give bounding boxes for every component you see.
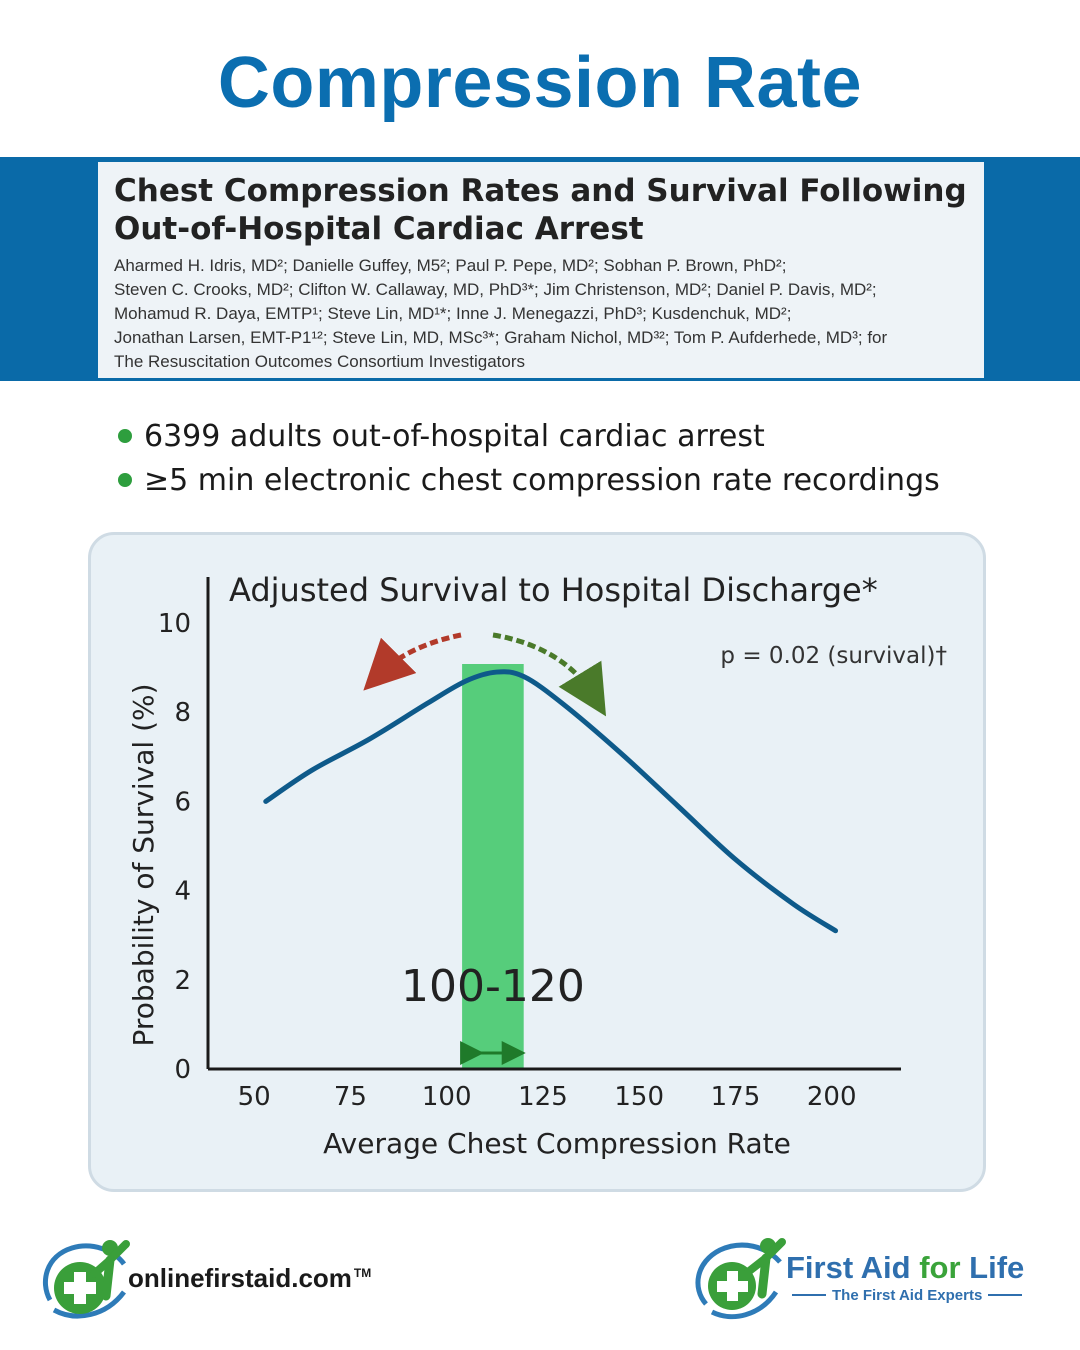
paper-citation-card: Chest Compression Rates and Survival Fol… xyxy=(98,162,984,378)
x-tick-label: 75 xyxy=(334,1082,367,1112)
bullet-dot-icon xyxy=(118,473,132,487)
bullet-item: 6399 adults out-of-hospital cardiac arre… xyxy=(118,414,940,458)
first-aid-for-life-logo-text: First Aid for Life The First Aid Experts xyxy=(786,1249,1025,1304)
y-tick-label: 6 xyxy=(174,787,191,817)
page-title: Compression Rate xyxy=(217,43,863,123)
x-tick-label: 175 xyxy=(711,1082,761,1112)
range-label: 100-120 xyxy=(401,961,585,1012)
highlight-band-100-120 xyxy=(462,664,524,1069)
first-aid-for-life-logo-icon xyxy=(695,1238,786,1320)
y-tick-label: 4 xyxy=(174,877,191,907)
y-tick-label: 2 xyxy=(174,966,191,996)
x-tick-label: 125 xyxy=(518,1082,568,1112)
author-line: The Resuscitation Outcomes Consortium In… xyxy=(114,352,526,371)
author-line: Steven C. Crooks, MD²; Clifton W. Callaw… xyxy=(114,280,877,299)
first-aid-for-life-logo: First Aid for Life The First Aid Experts xyxy=(686,1232,1028,1322)
x-axis-label: Average Chest Compression Rate xyxy=(323,1127,791,1160)
x-tick-label: 50 xyxy=(238,1082,271,1112)
bullet-item: ≥5 min electronic chest compression rate… xyxy=(118,458,940,502)
paper-title: Chest Compression Rates and Survival Fol… xyxy=(114,172,968,248)
author-line: Mohamud R. Daya, EMTP¹; Steve Lin, MD¹*;… xyxy=(114,304,792,323)
y-tick-label: 8 xyxy=(174,698,191,728)
survival-curve xyxy=(263,669,839,934)
author-line: Jonathan Larsen, EMT-P1¹²; Steve Lin, MD… xyxy=(114,328,888,347)
bullet-dot-icon xyxy=(118,429,132,443)
y-tick-label: 0 xyxy=(174,1055,191,1085)
p-value-annotation: p = 0.02 (survival)† xyxy=(720,643,947,669)
onlinefirstaid-logo-text: onlinefirstaid.com TM xyxy=(128,1262,372,1293)
left-dashed-arrow-icon xyxy=(363,632,462,691)
bullet-text: ≥5 min electronic chest compression rate… xyxy=(144,462,940,498)
paper-title-line-2: Out-of-Hospital Cardiac Arrest xyxy=(114,211,644,247)
paper-title-line-1: Chest Compression Rates and Survival Fol… xyxy=(114,173,967,209)
chart-title: Adjusted Survival to Hospital Discharge* xyxy=(229,571,878,609)
chart-card: 100-120 50 75 100 125 150 175 200 0 2 4 6 8 10 Adjus… xyxy=(88,532,986,1192)
x-tick-label: 200 xyxy=(807,1082,857,1112)
author-line: Aharmed H. Idris, MD²; Danielle Guffey, … xyxy=(114,256,787,275)
y-tick-label: 10 xyxy=(158,609,191,639)
y-axis-label: Probability of Survival (%) xyxy=(127,683,160,1046)
logo-tagline: The First Aid Experts xyxy=(832,1286,983,1304)
bullet-list: 6399 adults out-of-hospital cardiac arre… xyxy=(118,414,940,502)
survival-chart: 100-120 50 75 100 125 150 175 200 0 2 4 6 8 10 Adjus… xyxy=(127,571,947,1160)
onlinefirstaid-logo-icon xyxy=(42,1240,130,1319)
x-tick-label: 100 xyxy=(422,1082,472,1112)
onlinefirstaid-logo: onlinefirstaid.com TM xyxy=(32,1230,371,1326)
right-dashed-arrow-icon xyxy=(492,632,607,717)
paper-authors: Aharmed H. Idris, MD²; Danielle Guffey, … xyxy=(114,254,968,374)
x-tick-label: 150 xyxy=(614,1082,664,1112)
bullet-text: 6399 adults out-of-hospital cardiac arre… xyxy=(144,418,765,454)
